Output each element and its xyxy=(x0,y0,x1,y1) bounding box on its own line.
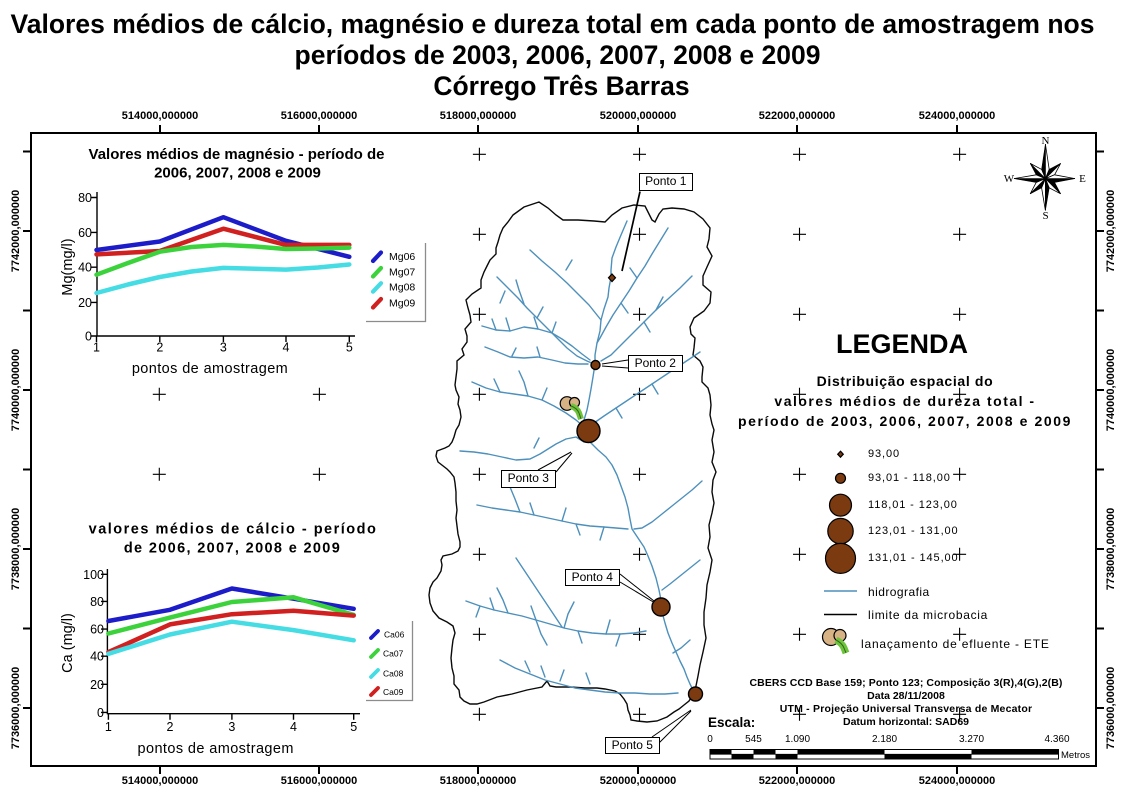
svg-text:3: 3 xyxy=(228,720,235,734)
svg-text:Ca (mg/l): Ca (mg/l) xyxy=(60,613,76,673)
svg-text:Mg(mg/l): Mg(mg/l) xyxy=(60,238,76,295)
svg-text:4: 4 xyxy=(290,720,297,734)
svg-text:2: 2 xyxy=(167,720,174,734)
svg-text:1: 1 xyxy=(105,720,112,734)
svg-text:Valores médios de magnésio - p: Valores médios de magnésio - período de xyxy=(89,146,385,163)
svg-text:valores médios de cálcio - per: valores médios de cálcio - período xyxy=(89,522,378,538)
svg-text:4: 4 xyxy=(283,341,290,355)
svg-text:Ca07: Ca07 xyxy=(383,649,404,659)
svg-text:5: 5 xyxy=(350,720,357,734)
svg-text:Ca08: Ca08 xyxy=(383,669,404,679)
svg-text:5: 5 xyxy=(346,341,353,355)
svg-text:60: 60 xyxy=(90,623,104,637)
svg-text:de 2006, 2007, 2008 e 2009: de 2006, 2007, 2008 e 2009 xyxy=(124,541,341,557)
svg-text:40: 40 xyxy=(78,261,92,275)
svg-text:40: 40 xyxy=(90,650,104,664)
svg-text:20: 20 xyxy=(78,296,92,310)
svg-text:Mg08: Mg08 xyxy=(389,282,415,294)
svg-text:pontos de amostragem: pontos de amostragem xyxy=(138,741,294,757)
svg-text:60: 60 xyxy=(78,226,92,240)
svg-text:Mg06: Mg06 xyxy=(389,251,415,263)
svg-text:Ca06: Ca06 xyxy=(384,630,405,640)
svg-text:Mg09: Mg09 xyxy=(389,298,415,310)
svg-text:80: 80 xyxy=(78,191,92,205)
svg-text:1: 1 xyxy=(93,341,100,355)
svg-text:pontos de amostragem: pontos de amostragem xyxy=(132,361,288,377)
svg-text:80: 80 xyxy=(90,595,104,609)
svg-text:3: 3 xyxy=(220,341,227,355)
svg-text:100: 100 xyxy=(83,568,104,582)
svg-text:2: 2 xyxy=(156,341,163,355)
svg-text:0: 0 xyxy=(85,330,92,344)
svg-text:Ca09: Ca09 xyxy=(383,687,404,697)
svg-text:20: 20 xyxy=(90,678,104,692)
svg-text:0: 0 xyxy=(97,706,104,720)
svg-text:2006, 2007, 2008 e 2009: 2006, 2007, 2008 e 2009 xyxy=(154,165,321,182)
svg-text:Mg07: Mg07 xyxy=(389,267,415,279)
